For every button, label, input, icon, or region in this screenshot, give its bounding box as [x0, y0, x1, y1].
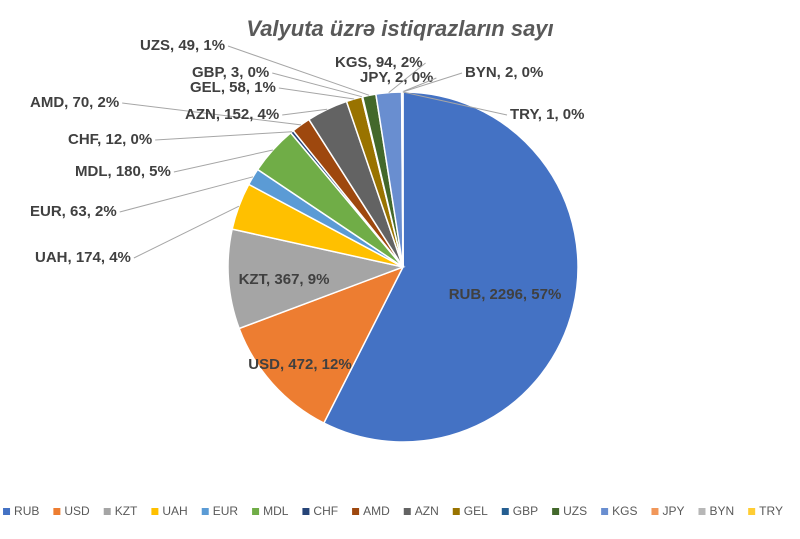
leader-line	[227, 45, 370, 96]
legend-label: KZT	[115, 504, 138, 518]
pie-slice	[322, 91, 579, 443]
data-label: UAH, 174, 4%	[35, 249, 131, 266]
legend-label: EUR	[213, 504, 239, 518]
legend-swatch	[103, 508, 111, 515]
leader-line	[173, 149, 273, 173]
data-label: UZS, 49, 1%	[140, 37, 225, 54]
leader-line	[278, 87, 355, 100]
data-label: EUR, 63, 2%	[30, 203, 117, 220]
legend-swatch	[748, 508, 756, 515]
legend-swatch	[151, 508, 159, 515]
leader-line	[122, 102, 301, 126]
leader-line	[119, 176, 254, 213]
legend-label: GEL	[464, 504, 488, 518]
leader-line	[402, 91, 508, 116]
data-label: AZN, 152, 4%	[185, 106, 279, 123]
data-label: AMD, 70, 2%	[30, 94, 119, 111]
legend-label: MDL	[263, 504, 289, 518]
legend-label: JPY	[662, 504, 684, 518]
data-label: TRY, 1, 0%	[510, 106, 584, 123]
legend-label: KGS	[612, 504, 637, 518]
legend-label: GBP	[513, 504, 538, 518]
legend-label: RUB	[14, 504, 39, 518]
data-label: MDL, 180, 5%	[75, 163, 171, 180]
leader-line	[272, 72, 363, 98]
legend-label: BYN	[709, 504, 734, 518]
legend-swatch	[452, 508, 460, 515]
data-label: JPY, 2, 0%	[360, 69, 433, 86]
legend-swatch	[552, 508, 560, 515]
legend-swatch	[352, 508, 360, 515]
legend-label: USD	[64, 504, 90, 518]
legend-label: AMD	[363, 504, 390, 518]
legend-swatch	[3, 508, 11, 515]
leader-line	[388, 62, 426, 93]
data-label: KGS, 94, 2%	[335, 54, 423, 71]
chart-title: Valyuta üzrə istiqrazların sayı	[246, 16, 553, 41]
legend-label: AZN	[415, 504, 439, 518]
legend-label: UAH	[162, 504, 187, 518]
data-label: RUB, 2296, 57%	[449, 286, 562, 303]
legend-swatch	[601, 508, 609, 515]
legend-swatch	[403, 508, 411, 515]
data-label: KZT, 367, 9%	[239, 271, 330, 288]
legend-swatch	[302, 508, 310, 515]
data-label: BYN, 2, 0%	[465, 64, 543, 81]
leader-line	[402, 72, 463, 93]
legend-label: TRY	[759, 504, 783, 518]
leader-line	[282, 108, 328, 116]
data-label: CHF, 12, 0%	[68, 131, 152, 148]
legend-swatch	[651, 508, 659, 515]
legend-swatch	[698, 508, 706, 515]
legend-swatch	[201, 508, 209, 515]
leader-line	[133, 205, 240, 259]
leader-line	[401, 77, 437, 93]
legend-label: UZS	[563, 504, 587, 518]
legend-swatch	[252, 508, 260, 515]
data-label: USD, 472, 12%	[248, 356, 351, 373]
legend-label: CHF	[313, 504, 338, 518]
legend-swatch	[53, 508, 61, 515]
data-label: GEL, 58, 1%	[190, 79, 276, 96]
pie-slice	[227, 228, 406, 330]
data-label: GBP, 3, 0%	[192, 64, 269, 81]
pie-slice	[238, 265, 405, 425]
legend-swatch	[501, 508, 509, 515]
leader-line	[155, 131, 293, 141]
